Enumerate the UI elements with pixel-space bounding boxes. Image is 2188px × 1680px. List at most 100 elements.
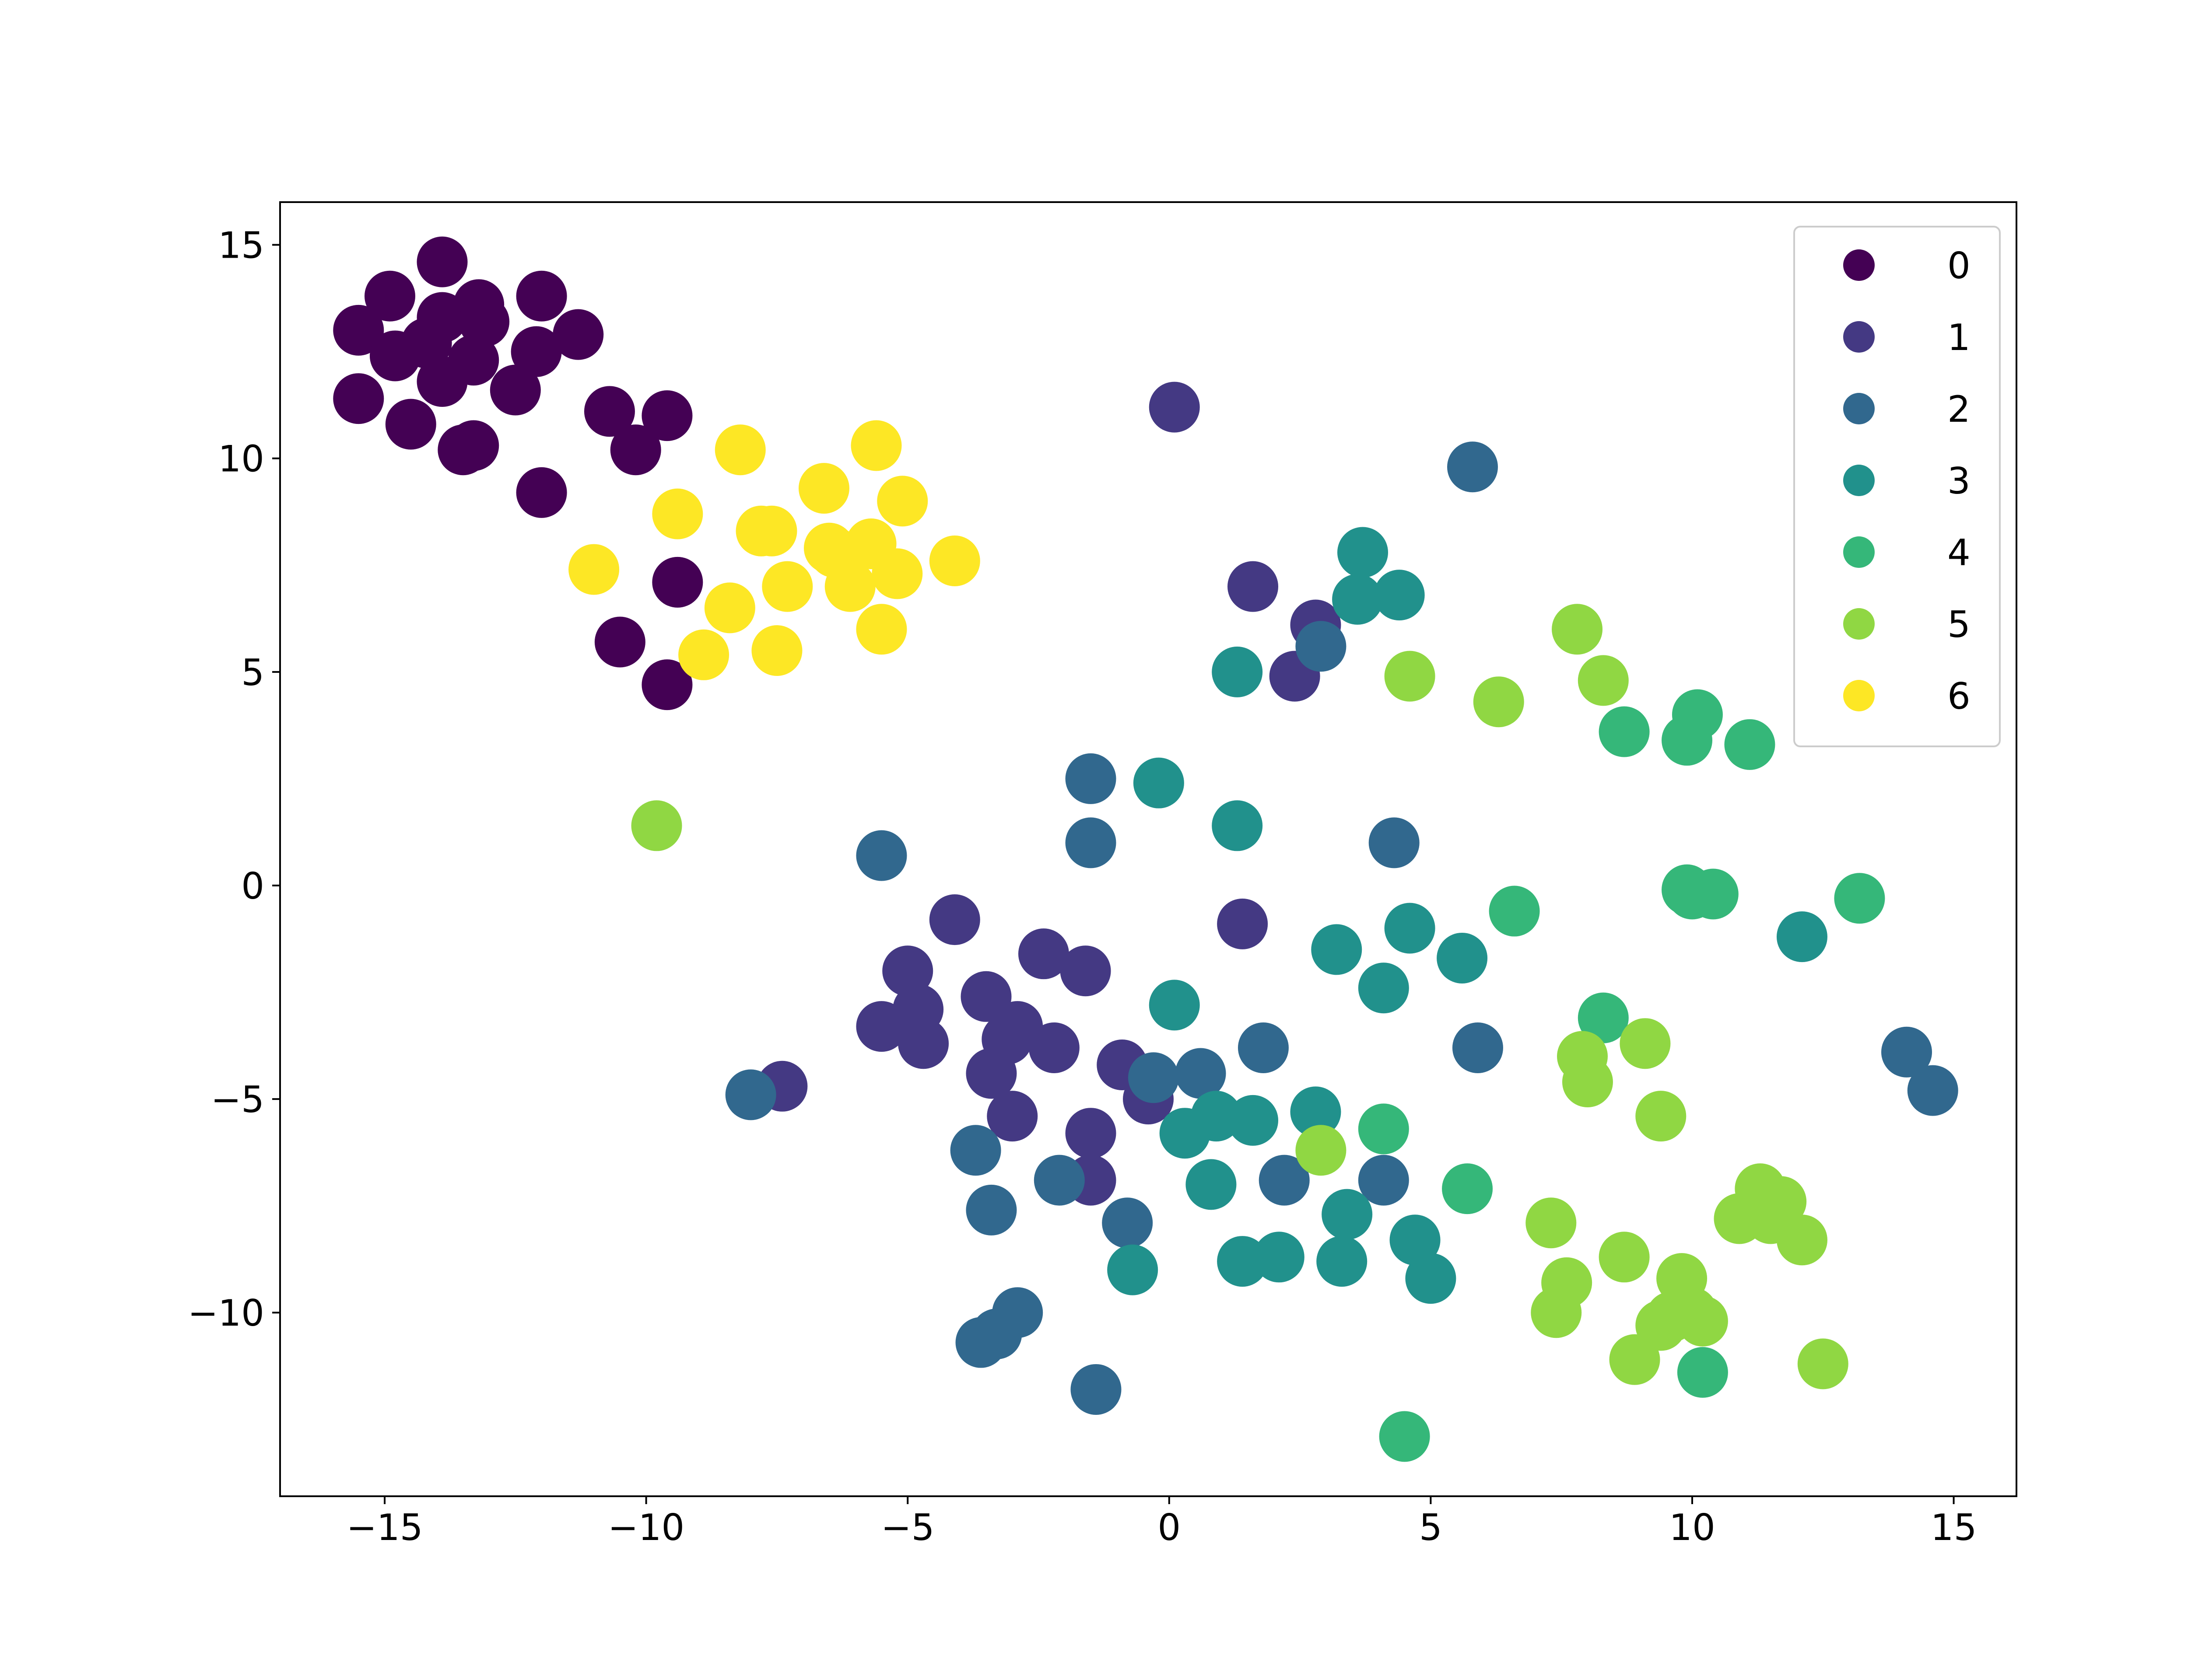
point-series-5-9 [1295, 1125, 1346, 1176]
point-series-6-0 [715, 424, 766, 476]
point-series-3-9 [1358, 962, 1409, 1014]
point-series-0-9 [369, 330, 421, 382]
point-series-4-13 [1379, 1411, 1430, 1462]
point-series-6-14 [872, 548, 923, 599]
point-series-1-20 [1065, 1108, 1116, 1159]
point-series-2-10 [1881, 1026, 1932, 1078]
point-series-3-21 [1316, 1236, 1368, 1287]
point-series-0-14 [333, 373, 384, 424]
legend-label-5: 5 [1947, 603, 1971, 646]
point-series-0-15 [385, 399, 436, 450]
point-series-3-17 [1322, 1189, 1373, 1240]
point-series-0-20 [448, 420, 499, 471]
point-series-4-2 [1599, 706, 1650, 757]
legend-marker-1 [1843, 321, 1875, 353]
point-series-1-5 [929, 894, 980, 945]
point-series-1-6 [882, 945, 933, 997]
point-series-5-7 [1562, 1057, 1613, 1108]
point-series-2-14 [1259, 1155, 1310, 1206]
point-series-2-1 [1065, 753, 1116, 804]
point-series-0-21 [516, 467, 567, 518]
point-series-5-16 [1599, 1232, 1650, 1283]
legend-marker-6 [1843, 680, 1875, 711]
point-series-6-15 [704, 582, 755, 634]
point-series-2-8 [1238, 1022, 1289, 1073]
x-axis: −15 −10 −5 0 5 10 15 [346, 1496, 1977, 1549]
x-tick-label: 0 [1157, 1506, 1181, 1549]
point-series-3-22 [1389, 1214, 1441, 1266]
point-series-0-22 [652, 556, 703, 608]
point-series-4-8 [1834, 873, 1885, 924]
point-series-6-4 [652, 488, 703, 539]
point-series-3-8 [1437, 932, 1488, 984]
point-series-0-23 [594, 616, 645, 668]
point-series-2-9 [1452, 1022, 1503, 1073]
point-series-3-6 [1384, 903, 1435, 954]
point-series-1-10 [961, 971, 1012, 1022]
point-series-0-16 [584, 386, 635, 437]
point-series-0-12 [417, 356, 468, 407]
point-series-3-13 [1159, 1108, 1210, 1159]
legend-label-0: 0 [1947, 245, 1971, 287]
legend-marker-5 [1843, 608, 1875, 640]
x-tick-label: 15 [1931, 1506, 1977, 1549]
point-series-6-2 [798, 463, 849, 514]
point-series-1-8 [856, 1001, 907, 1052]
legend: 0 1 2 3 4 5 6 [1793, 226, 2001, 747]
point-series-1-9 [898, 1018, 949, 1069]
point-series-4-1 [1662, 715, 1713, 766]
point-series-4-12 [1677, 1347, 1728, 1398]
point-series-1-18 [987, 1091, 1038, 1142]
point-series-0-13 [490, 364, 541, 416]
legend-label-3: 3 [1947, 460, 1971, 502]
point-series-5-2 [1384, 651, 1435, 702]
point-series-2-6 [1128, 1052, 1179, 1103]
point-series-0-3 [516, 270, 567, 322]
point-series-1-15 [1028, 1022, 1080, 1073]
legend-label-2: 2 [1947, 388, 1971, 430]
point-series-5-14 [1756, 1176, 1807, 1227]
point-series-2-3 [856, 830, 907, 881]
point-series-2-5 [725, 1069, 776, 1120]
point-series-6-12 [762, 561, 813, 612]
legend-marker-4 [1843, 536, 1875, 568]
point-series-5-22 [1677, 1295, 1728, 1347]
point-series-4-3 [1724, 719, 1775, 770]
point-series-6-10 [929, 536, 980, 587]
point-series-3-20 [1253, 1232, 1304, 1283]
point-series-0-6 [459, 296, 510, 347]
point-series-3-23 [1405, 1253, 1456, 1304]
point-series-3-15 [1290, 1086, 1341, 1138]
point-series-3-4 [1133, 757, 1184, 808]
y-tick-label: −5 [211, 1078, 264, 1121]
point-series-4-6 [1687, 868, 1739, 920]
point-series-5-1 [1578, 655, 1629, 706]
y-tick-label: −10 [188, 1292, 264, 1334]
legend-marker-3 [1843, 465, 1875, 496]
point-series-3-7 [1311, 924, 1362, 975]
point-series-3-11 [1776, 911, 1827, 962]
axes-frame [279, 201, 2017, 1497]
point-series-0-24 [642, 659, 693, 710]
point-series-2-11 [1907, 1065, 1958, 1116]
point-series-0-17 [642, 390, 693, 441]
point-series-6-3 [877, 476, 928, 527]
x-tick-label: −15 [346, 1506, 423, 1549]
point-series-2-20 [955, 1317, 1006, 1368]
point-series-3-10 [1149, 980, 1200, 1031]
point-series-5-13 [1776, 1214, 1827, 1266]
point-series-5-19 [1531, 1287, 1582, 1338]
point-series-1-11 [1018, 928, 1069, 980]
point-series-6-1 [851, 420, 902, 471]
point-series-2-17 [1102, 1197, 1153, 1249]
plot-area [280, 202, 2016, 1496]
point-series-5-4 [631, 800, 682, 851]
point-series-3-18 [1107, 1244, 1158, 1295]
point-series-4-9 [1578, 992, 1629, 1043]
point-series-1-0 [1149, 382, 1200, 433]
point-series-6-9 [803, 522, 855, 574]
point-series-5-25 [1797, 1338, 1848, 1390]
legend-marker-0 [1843, 249, 1875, 281]
x-tick-label: −5 [881, 1506, 934, 1549]
point-series-2-21 [1070, 1364, 1122, 1415]
